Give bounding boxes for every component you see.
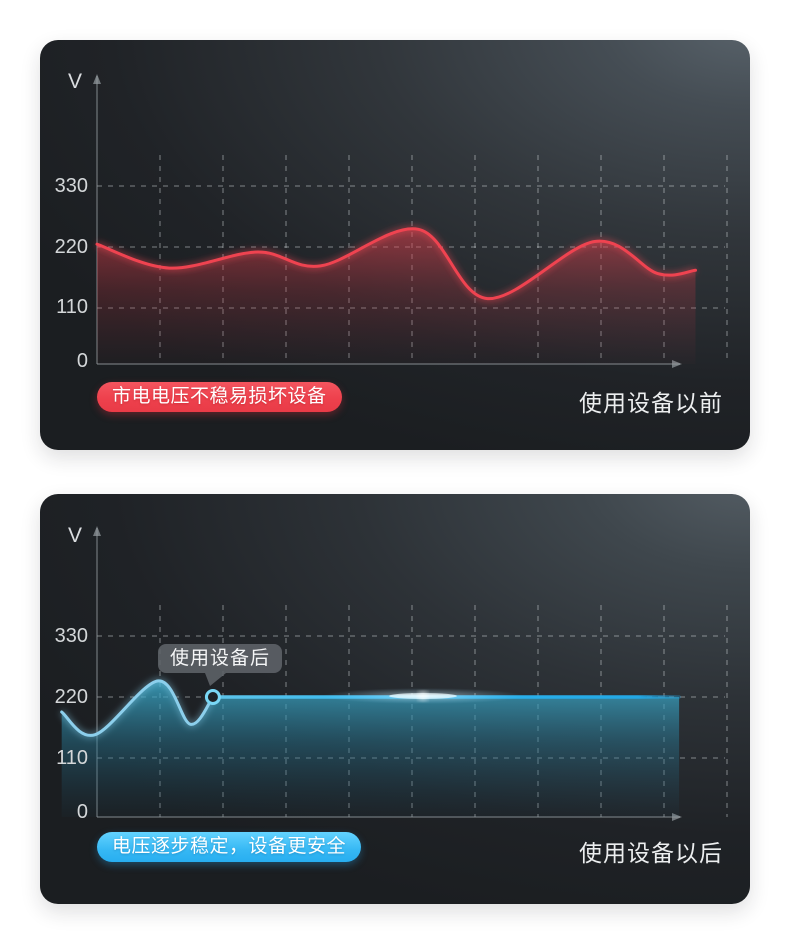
y-tick-0: 0	[76, 350, 88, 372]
red-area-fill	[97, 228, 696, 364]
y-tick-220: 220	[54, 236, 88, 258]
y-axis-unit: V	[67, 524, 82, 547]
blue-area-fill	[61, 680, 680, 817]
warning-badge: 市电电压不稳易损坏设备	[97, 382, 342, 412]
y-tick-0: 0	[76, 801, 88, 823]
safety-badge: 电压逐步稳定，设备更安全	[97, 832, 362, 862]
panel-before-chart: V 330 220 110 0 市电电压不稳易损坏设备 使用设备以前	[40, 40, 750, 450]
stabilization-point-marker	[204, 689, 221, 705]
y-tick-330: 330	[54, 625, 88, 647]
y-tick-330: 330	[54, 175, 88, 197]
y-axis-arrow	[93, 526, 101, 536]
gridlines-before	[97, 155, 728, 364]
caption-before: 使用设备以前	[579, 390, 723, 416]
y-tick-110: 110	[56, 296, 88, 318]
y-tick-220: 220	[54, 686, 88, 708]
caption-after: 使用设备以后	[579, 840, 723, 866]
blue-wave-line	[60, 679, 215, 737]
y-tick-110: 110	[56, 747, 88, 769]
red-voltage-line	[95, 227, 697, 301]
y-axis-arrow	[93, 74, 101, 84]
annotation-tooltip: 使用设备后	[158, 644, 283, 686]
voltage-chart-after	[59, 526, 728, 821]
voltage-chart-before	[93, 74, 728, 368]
y-axis-unit: V	[67, 70, 82, 93]
panel-after-chart: V 330 220 110 0 使用设备后 电压逐步稳定，设备更安全 使用设备以…	[40, 494, 750, 904]
light-flare	[323, 688, 523, 704]
